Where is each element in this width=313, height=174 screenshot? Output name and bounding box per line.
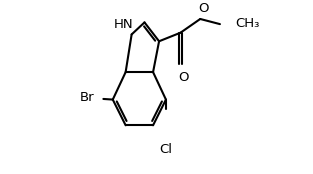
- Text: CH₃: CH₃: [235, 17, 260, 30]
- Text: O: O: [179, 71, 189, 84]
- Text: Br: Br: [80, 91, 94, 104]
- Text: O: O: [198, 2, 209, 15]
- Text: HN: HN: [114, 18, 134, 31]
- Text: Cl: Cl: [159, 143, 172, 156]
